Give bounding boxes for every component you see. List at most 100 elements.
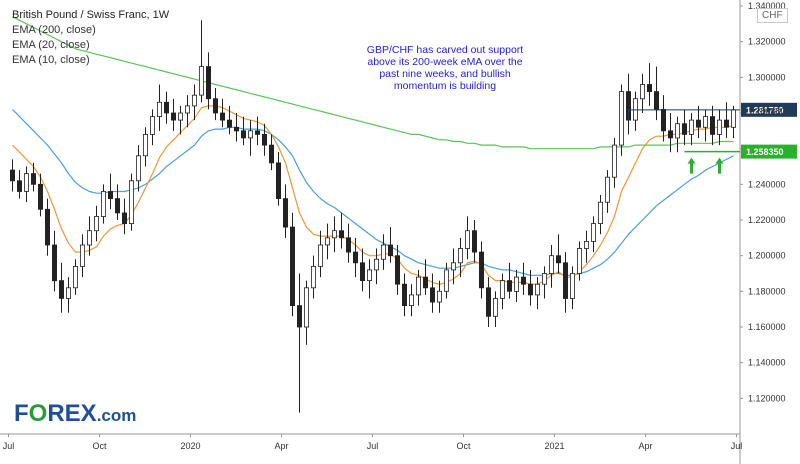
candle-body [542, 273, 548, 285]
candle-body [549, 255, 555, 274]
candle [52, 230, 58, 292]
candle-body [492, 298, 498, 317]
candle-body [394, 255, 400, 285]
candle [542, 266, 548, 299]
candle-body [366, 269, 372, 281]
candle-body [30, 173, 36, 185]
candle [310, 255, 316, 299]
candle [247, 120, 253, 156]
candle [16, 170, 22, 199]
candle-body [191, 94, 197, 107]
candle-body [387, 244, 393, 257]
candle [212, 88, 218, 121]
candle-body [310, 265, 316, 289]
candle [345, 223, 351, 263]
candle [668, 113, 674, 153]
price-levels [628, 109, 740, 153]
candle-body [254, 130, 260, 135]
candle [373, 248, 379, 285]
candle-body [577, 248, 583, 274]
y-tick-label: 1.160000 [748, 322, 786, 332]
x-tick-label: Jul [731, 441, 743, 451]
candle-body [156, 101, 162, 118]
candle [387, 227, 393, 263]
candle-body [619, 91, 625, 146]
x-tick-label: Jul [367, 441, 379, 451]
candle [233, 113, 239, 142]
candle-body [303, 287, 309, 328]
chart-annotation: GBP/CHF has carved out support above its… [366, 44, 524, 92]
candle [184, 95, 190, 128]
candle-body [226, 119, 232, 128]
candle [394, 244, 400, 295]
candle-body [219, 112, 225, 121]
candle-body [535, 283, 541, 296]
legend-ema20: EMA (20, close) [12, 39, 90, 51]
logo-rex: REX [47, 400, 97, 427]
candle-body [457, 248, 463, 264]
legend-ema10: EMA (10, close) [12, 54, 90, 66]
candle [170, 98, 176, 131]
y-tick-label: 1.320000 [748, 37, 786, 47]
candle [191, 84, 197, 121]
y-tick-label: 1.200000 [748, 251, 786, 261]
candle [275, 152, 281, 206]
candle-body [675, 123, 681, 139]
candle [177, 105, 183, 135]
candle [535, 277, 541, 310]
candle-body [331, 230, 337, 239]
candle [577, 241, 583, 281]
candle-body [282, 198, 288, 228]
candle-body [345, 237, 351, 253]
candle [731, 105, 737, 138]
candle-body [647, 84, 653, 92]
candle [661, 95, 667, 142]
candle [563, 252, 569, 313]
logo-o: O [28, 400, 48, 427]
candle [619, 84, 625, 156]
candle [415, 269, 421, 306]
candle [9, 159, 15, 192]
y-tick-label: 1.240000 [748, 179, 786, 189]
candle-body [317, 244, 323, 267]
candle [436, 280, 442, 313]
candle-body [612, 144, 618, 178]
candle [640, 73, 646, 113]
legend-ema200: EMA (200, close) [12, 24, 96, 36]
candle-body [380, 244, 386, 260]
candle [282, 184, 288, 238]
candle-body [289, 226, 295, 307]
candle-body [261, 133, 267, 146]
candle-body [108, 191, 114, 199]
candle [73, 259, 79, 295]
candle [303, 280, 309, 345]
candle-body [170, 112, 176, 121]
candle [689, 113, 695, 146]
candle-body [478, 251, 484, 289]
candle-body [668, 130, 674, 139]
support-arrow-1 [715, 157, 724, 174]
candle [605, 170, 611, 213]
candle [359, 248, 365, 292]
price-badge [741, 102, 797, 117]
candle [626, 73, 632, 135]
candle-body [724, 119, 730, 128]
candle [149, 109, 155, 146]
candle [59, 262, 65, 313]
currency-badge[interactable]: CHF [757, 8, 788, 23]
candle [514, 269, 520, 303]
candle [717, 109, 723, 146]
candle-body [450, 262, 456, 271]
candle-body [142, 133, 148, 157]
candle-body [338, 230, 344, 239]
candle [401, 273, 407, 317]
candle-body [443, 269, 449, 292]
candle [338, 212, 344, 249]
candle-body [654, 91, 660, 110]
candle-body [177, 112, 183, 121]
candle [254, 116, 260, 146]
candle [289, 212, 295, 317]
price-label-plain: 1.280880 [748, 106, 786, 116]
candle-body [640, 84, 646, 100]
candle [450, 248, 456, 285]
